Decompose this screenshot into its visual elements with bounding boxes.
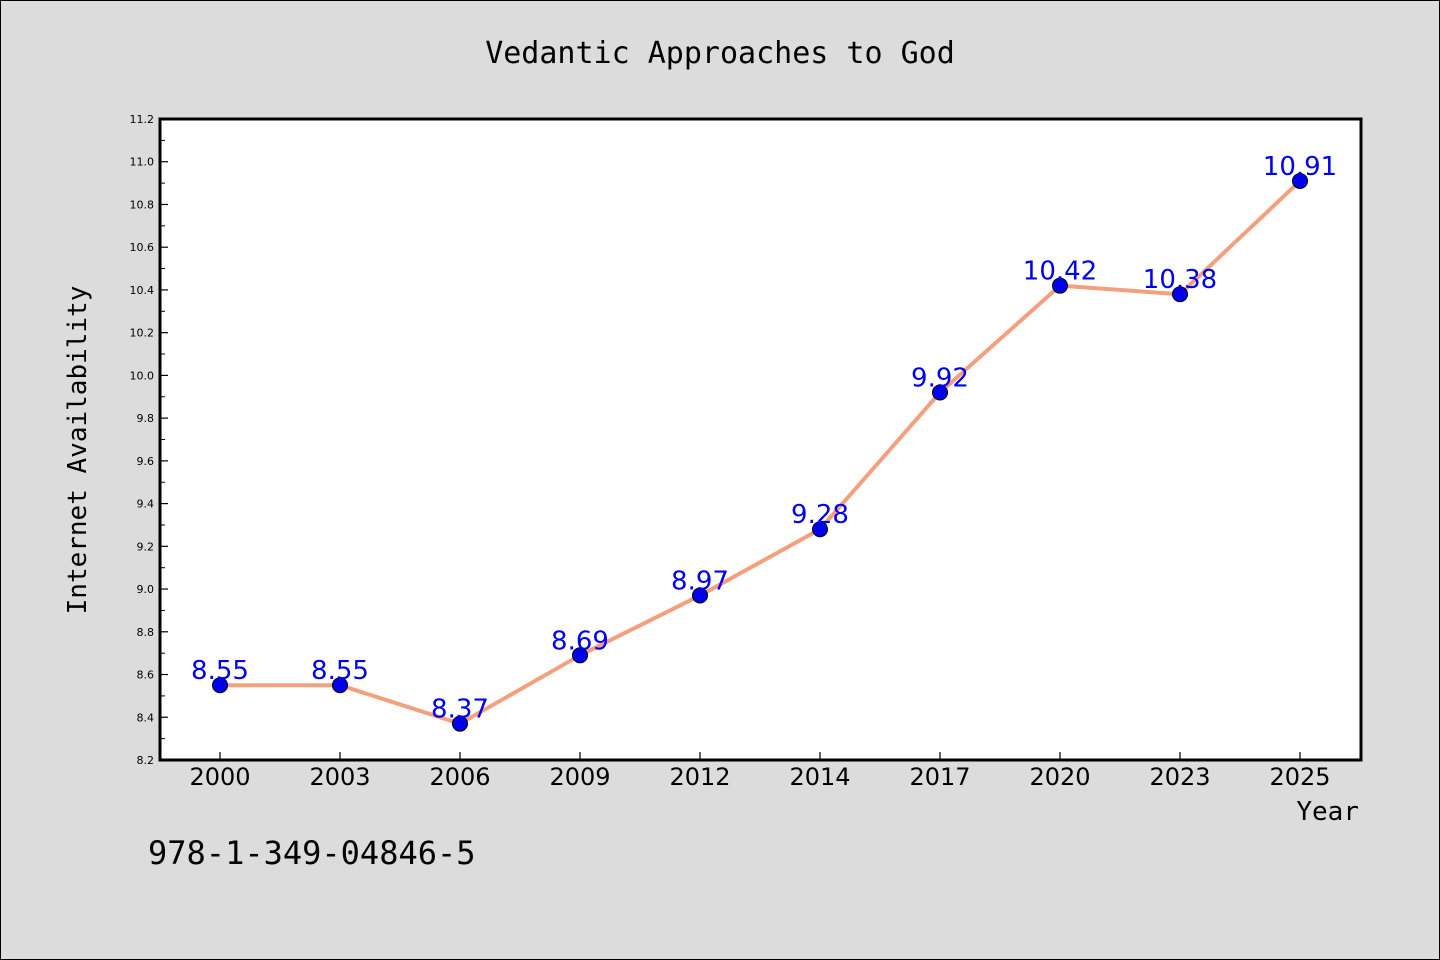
- data-point: [1292, 172, 1308, 189]
- y-tick-label: 8.8: [137, 626, 155, 639]
- y-tick-label: 10.0: [130, 369, 155, 382]
- x-axis-label: Year: [1296, 797, 1359, 827]
- data-label: 8.55: [311, 656, 369, 686]
- x-tick-label: 2012: [669, 763, 730, 791]
- data-point: [452, 715, 468, 732]
- data-point: [932, 384, 948, 401]
- x-tick-label: 2014: [789, 763, 850, 791]
- data-point: [1052, 277, 1068, 294]
- series-markers: [212, 172, 1308, 732]
- y-tick-label: 9.4: [137, 498, 155, 511]
- y-tick-label: 11.2: [130, 113, 155, 126]
- x-tick-label: 2009: [549, 763, 610, 791]
- y-tick-label: 9.2: [137, 540, 155, 553]
- x-tick-label: 2025: [1269, 763, 1330, 791]
- x-tick-label: 2003: [309, 763, 370, 791]
- data-point: [692, 587, 708, 604]
- y-tick-label: 9.6: [137, 455, 155, 468]
- y-tick-label: 8.4: [137, 711, 155, 724]
- data-label: 8.97: [671, 566, 729, 596]
- y-tick-label: 10.8: [130, 198, 155, 211]
- data-point: [1172, 286, 1188, 303]
- data-point: [812, 521, 828, 538]
- data-point: [332, 677, 348, 694]
- y-tick-label: 11.0: [130, 156, 155, 169]
- x-axis: 2000 2003 2006 2009 2012 2014 2017 2020 2023 2025: [189, 752, 1331, 791]
- series-polyline: [218, 178, 1302, 726]
- data-label: 10.42: [1023, 257, 1097, 287]
- y-axis: 8.2 8.4 8.6 8.8 9.0 9.2 9.4 9.6 9.8 10.0 10.2 10.4 1…: [130, 113, 168, 767]
- series-line: [218, 178, 1302, 726]
- x-tick-label: 2006: [429, 763, 490, 791]
- data-label: 8.55: [191, 656, 249, 686]
- data-label: 10.91: [1263, 152, 1337, 182]
- isbn-annotation: 978-1-349-04846-5: [148, 834, 476, 872]
- y-tick-label: 10.2: [130, 327, 155, 340]
- x-tick-label: 2020: [1029, 763, 1090, 791]
- x-tick-label: 2000: [189, 763, 250, 791]
- x-tick-label: 2017: [909, 763, 970, 791]
- data-point: [212, 677, 228, 694]
- data-label: 8.69: [551, 626, 609, 656]
- x-tick-label: 2023: [1149, 763, 1210, 791]
- y-tick-label: 9.0: [137, 583, 155, 596]
- y-axis-label: Internet Availability: [63, 286, 93, 615]
- data-point: [572, 647, 588, 664]
- y-tick-label: 10.4: [130, 284, 155, 297]
- data-label: 10.38: [1143, 265, 1217, 295]
- data-label: 8.37: [431, 695, 489, 725]
- y-tick-label: 8.2: [137, 754, 155, 767]
- y-tick-label: 10.6: [130, 241, 155, 254]
- data-label: 9.28: [791, 500, 849, 530]
- data-label: 9.92: [911, 363, 969, 393]
- chart-title: Vedantic Approaches to God: [485, 36, 955, 71]
- plot-area: [158, 117, 1363, 762]
- data-labels: 8.55 8.55 8.37 8.69 8.97 9.28 9.92 10.42 10.38 10…: [191, 152, 1337, 725]
- y-tick-label: 8.6: [137, 669, 155, 682]
- y-tick-label: 9.8: [137, 412, 155, 425]
